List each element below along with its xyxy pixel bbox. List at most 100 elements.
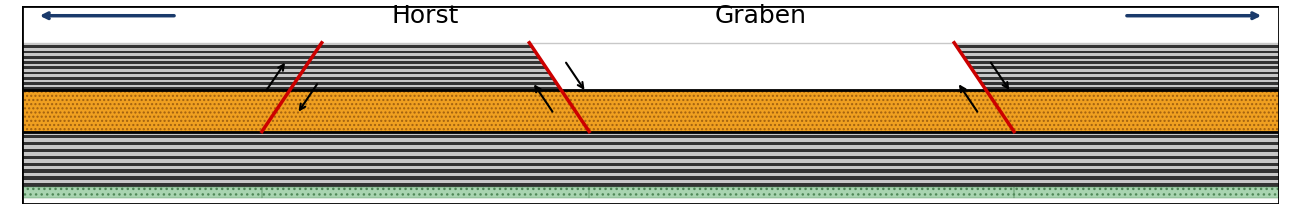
Polygon shape — [285, 88, 566, 91]
Polygon shape — [258, 173, 595, 176]
Polygon shape — [584, 149, 1019, 152]
Polygon shape — [584, 152, 1019, 156]
Polygon shape — [18, 166, 267, 170]
Polygon shape — [1010, 163, 1283, 166]
Polygon shape — [1013, 187, 1279, 198]
Polygon shape — [950, 70, 1283, 72]
Polygon shape — [1010, 139, 1283, 142]
Polygon shape — [18, 135, 267, 139]
Polygon shape — [950, 67, 1283, 70]
Polygon shape — [258, 159, 595, 163]
Polygon shape — [950, 51, 1283, 54]
Polygon shape — [18, 83, 327, 85]
Polygon shape — [18, 80, 327, 83]
Polygon shape — [18, 75, 327, 78]
Polygon shape — [584, 173, 1019, 176]
Polygon shape — [285, 70, 566, 72]
Polygon shape — [285, 78, 566, 80]
Polygon shape — [950, 57, 1283, 59]
Polygon shape — [258, 152, 595, 156]
Polygon shape — [258, 156, 595, 159]
Polygon shape — [1010, 180, 1283, 183]
Polygon shape — [950, 43, 1283, 46]
Polygon shape — [18, 146, 267, 149]
Polygon shape — [285, 85, 566, 88]
Polygon shape — [1010, 149, 1283, 152]
Polygon shape — [285, 64, 566, 67]
Polygon shape — [950, 83, 1283, 85]
Text: Horst: Horst — [392, 4, 459, 28]
Polygon shape — [950, 59, 1283, 62]
Polygon shape — [584, 170, 1019, 173]
Polygon shape — [18, 62, 327, 64]
Polygon shape — [1010, 135, 1283, 139]
Polygon shape — [285, 49, 566, 51]
Polygon shape — [22, 91, 290, 132]
Polygon shape — [285, 75, 566, 78]
Polygon shape — [1010, 156, 1283, 159]
Polygon shape — [285, 51, 566, 54]
Polygon shape — [584, 156, 1019, 159]
Polygon shape — [986, 91, 1279, 132]
Polygon shape — [18, 180, 267, 183]
Bar — [22, 7, 1279, 43]
Polygon shape — [258, 135, 595, 139]
Polygon shape — [1010, 183, 1283, 187]
Polygon shape — [285, 54, 566, 57]
Polygon shape — [258, 149, 595, 152]
Polygon shape — [258, 142, 595, 146]
Polygon shape — [584, 176, 1019, 180]
Polygon shape — [1010, 159, 1283, 163]
Polygon shape — [285, 67, 566, 70]
Polygon shape — [561, 91, 1013, 132]
Polygon shape — [589, 187, 1013, 198]
Polygon shape — [285, 59, 566, 62]
Polygon shape — [1010, 142, 1283, 146]
Polygon shape — [285, 62, 566, 64]
Polygon shape — [18, 70, 327, 72]
Polygon shape — [258, 170, 595, 173]
Polygon shape — [18, 72, 327, 75]
Polygon shape — [950, 62, 1283, 64]
Polygon shape — [258, 180, 595, 183]
Polygon shape — [258, 146, 595, 149]
Polygon shape — [18, 78, 327, 80]
Polygon shape — [950, 78, 1283, 80]
Polygon shape — [950, 75, 1283, 78]
Polygon shape — [258, 176, 595, 180]
Polygon shape — [18, 49, 327, 51]
Polygon shape — [950, 49, 1283, 51]
Polygon shape — [18, 57, 327, 59]
Polygon shape — [950, 80, 1283, 83]
Polygon shape — [18, 142, 267, 146]
Polygon shape — [584, 139, 1019, 142]
Polygon shape — [18, 156, 267, 159]
Polygon shape — [18, 59, 327, 62]
Polygon shape — [262, 91, 589, 132]
Polygon shape — [950, 85, 1283, 88]
Polygon shape — [18, 46, 327, 49]
Polygon shape — [584, 146, 1019, 149]
Polygon shape — [285, 57, 566, 59]
Polygon shape — [584, 183, 1019, 187]
Polygon shape — [18, 132, 267, 135]
Polygon shape — [18, 139, 267, 142]
Polygon shape — [18, 176, 267, 180]
Polygon shape — [258, 166, 595, 170]
Polygon shape — [584, 132, 1019, 135]
Polygon shape — [18, 67, 327, 70]
Polygon shape — [584, 159, 1019, 163]
Polygon shape — [584, 135, 1019, 139]
Polygon shape — [18, 88, 327, 91]
Polygon shape — [285, 83, 566, 85]
Polygon shape — [285, 43, 566, 46]
Polygon shape — [18, 54, 327, 57]
Polygon shape — [584, 163, 1019, 166]
Polygon shape — [950, 72, 1283, 75]
Polygon shape — [18, 170, 267, 173]
Polygon shape — [18, 85, 327, 88]
Polygon shape — [950, 64, 1283, 67]
Polygon shape — [1010, 146, 1283, 149]
Polygon shape — [18, 152, 267, 156]
Polygon shape — [1010, 152, 1283, 156]
